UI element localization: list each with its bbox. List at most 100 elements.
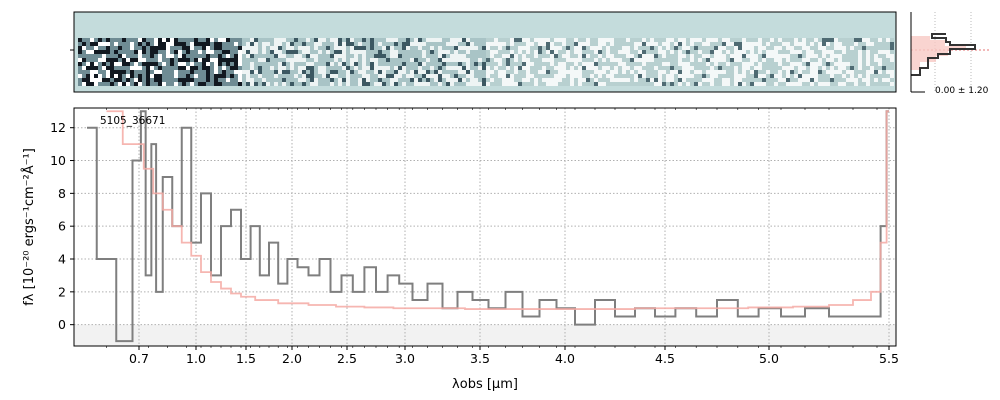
spectrum-2d-pixel [378, 78, 382, 82]
spectrum-2d-pixel [146, 66, 150, 70]
spectrum-2d-pixel [574, 58, 578, 62]
spectrum-2d-pixel [678, 66, 682, 70]
spectrum-2d-pixel [742, 74, 746, 78]
spectrum-2d-pixel [310, 54, 314, 58]
spectrum-2d-pixel [502, 82, 506, 86]
spectrum-2d-pixel [134, 58, 138, 62]
spectrum-2d-pixel [466, 54, 470, 58]
spectrum-2d-pixel [562, 42, 566, 46]
spectrum-2d-pixel [554, 74, 558, 78]
spectrum-2d-pixel [318, 58, 322, 62]
spectrum-2d-pixel [354, 66, 358, 70]
spectrum-2d-pixel [878, 50, 882, 54]
spectrum-2d-pixel [466, 50, 470, 54]
spectrum-2d-pixel [226, 66, 230, 70]
spectrum-2d-pixel [498, 54, 502, 58]
spectrum-2d-pixel [386, 74, 390, 78]
spectrum-2d-pixel [690, 74, 694, 78]
spectrum-2d-pixel [774, 66, 778, 70]
spectrum-2d-pixel [378, 54, 382, 58]
spectrum-2d-pixel [294, 50, 298, 54]
spectrum-2d-pixel [658, 70, 662, 74]
spectrum-2d-pixel [250, 38, 254, 42]
spectrum-2d-pixel [558, 78, 562, 82]
spectrum-2d-pixel [246, 58, 250, 62]
spectrum-2d-pixel [782, 42, 786, 46]
spectrum-2d-pixel [882, 74, 886, 78]
spectrum-2d-pixel [666, 78, 670, 82]
spectrum-2d-pixel [366, 74, 370, 78]
spectrum-2d-pixel [390, 50, 394, 54]
spectrum-2d-pixel [794, 66, 798, 70]
spectrum-2d-pixel [458, 38, 462, 42]
spectrum-2d-pixel [690, 50, 694, 54]
spectrum-2d-pixel [458, 66, 462, 70]
spectrum-2d-pixel [382, 38, 386, 42]
spectrum-2d-pixel [586, 82, 590, 86]
spectrum-2d-pixel [838, 78, 842, 82]
spectrum-2d-pixel [142, 78, 146, 82]
spectrum-2d-pixel [706, 42, 710, 46]
spectrum-2d-pixel [834, 78, 838, 82]
spectrum-2d-pixel [274, 46, 278, 50]
spectrum-2d-pixel [450, 66, 454, 70]
spectrum-2d-pixel [838, 74, 842, 78]
spectrum-2d-pixel [750, 62, 754, 66]
spectrum-2d-pixel [114, 50, 118, 54]
spectrum-2d-pixel [450, 38, 454, 42]
spectrum-2d-pixel [542, 74, 546, 78]
spectrum-2d-pixel [506, 46, 510, 50]
spectrum-2d-pixel [126, 78, 130, 82]
spectrum-2d-pixel [622, 46, 626, 50]
spectrum-2d-pixel [618, 46, 622, 50]
spectrum-2d-pixel [654, 38, 658, 42]
spectrum-2d-pixel [378, 46, 382, 50]
spectrum-2d-pixel [538, 70, 542, 74]
spectrum-2d-pixel [810, 82, 814, 86]
spectrum-2d-pixel [878, 42, 882, 46]
spectrum-2d-pixel [534, 50, 538, 54]
spectrum-2d-pixel [326, 38, 330, 42]
spectrum-2d-pixel [314, 82, 318, 86]
spectrum-2d-pixel [614, 74, 618, 78]
spectrum-2d-pixel [382, 82, 386, 86]
spectrum-2d-pixel [370, 66, 374, 70]
spectrum-2d-pixel [158, 66, 162, 70]
spectrum-2d-pixel [590, 58, 594, 62]
spectrum-2d-pixel [650, 70, 654, 74]
spectrum-2d-pixel [474, 62, 478, 66]
spectrum-2d-pixel [110, 54, 114, 58]
spectrum-2d-pixel [870, 38, 874, 42]
spectrum-2d-pixel [566, 54, 570, 58]
spectrum-2d-pixel [186, 42, 190, 46]
spectrum-2d-pixel [234, 50, 238, 54]
spectrum-2d-pixel [130, 42, 134, 46]
spectrum-2d-pixel [590, 50, 594, 54]
spectrum-2d-pixel [546, 66, 550, 70]
spectrum-2d-pixel [602, 82, 606, 86]
spectrum-2d-pixel [346, 70, 350, 74]
spectrum-2d-pixel [254, 70, 258, 74]
spectrum-2d-pixel [94, 74, 98, 78]
spectrum-2d-pixel [174, 74, 178, 78]
spectrum-2d-pixel [722, 46, 726, 50]
spectrum-2d-pixel [886, 70, 890, 74]
spectrum-2d-pixel [342, 62, 346, 66]
spectrum-2d-pixel [446, 82, 450, 86]
spectrum-2d-pixel [662, 66, 666, 70]
spectrum-2d-pixel [138, 42, 142, 46]
spectrum-2d-pixel [350, 46, 354, 50]
spectrum-2d-pixel [778, 58, 782, 62]
spectrum-2d-pixel [422, 82, 426, 86]
spectrum-2d-pixel [814, 38, 818, 42]
spectrum-2d-pixel [846, 38, 850, 42]
spectrum-2d-pixel [314, 70, 318, 74]
spectrum-2d-pixel [238, 74, 242, 78]
spectrum-2d-pixel [450, 54, 454, 58]
spectrum-2d-pixel [190, 58, 194, 62]
spectrum-2d-pixel [814, 82, 818, 86]
spectrum-2d-pixel [654, 54, 658, 58]
spectrum-2d-pixel [386, 50, 390, 54]
spectrum-2d-pixel [282, 50, 286, 54]
spectrum-2d-pixel [266, 42, 270, 46]
